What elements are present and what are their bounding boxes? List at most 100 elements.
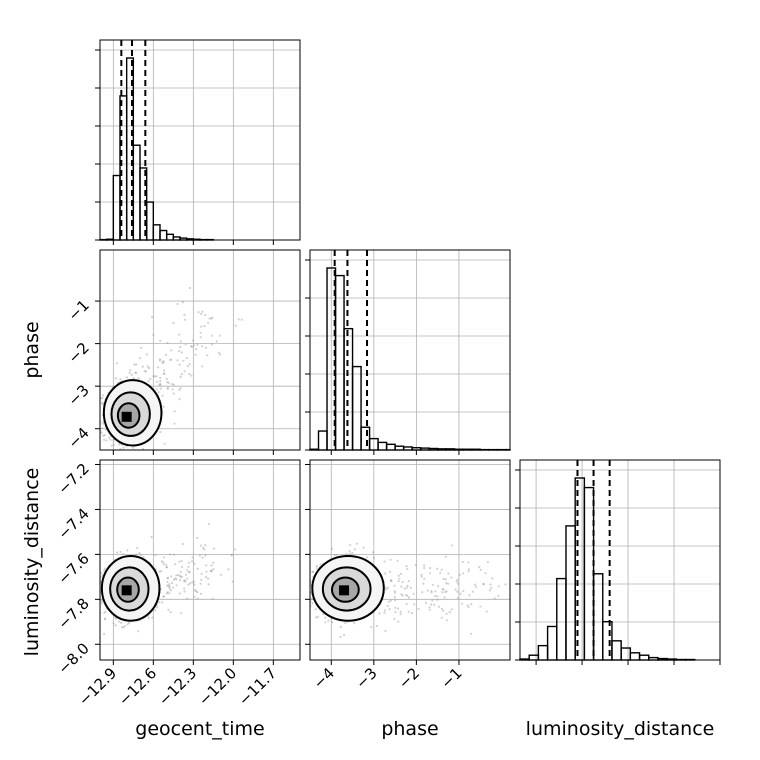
joint-phase-vs-luminosity_distance-point-707 bbox=[396, 607, 400, 610]
joint-phase-vs-luminosity_distance-point-282 bbox=[407, 596, 411, 599]
joint-geocent_time-vs-phase-point-1060 bbox=[152, 375, 155, 378]
joint-geocent_time-vs-luminosity_distance-point-51 bbox=[93, 593, 95, 595]
joint-geocent_time-vs-phase-point-923 bbox=[130, 373, 133, 376]
hist-phase-bar-6 bbox=[360, 426, 371, 451]
joint-geocent_time-vs-luminosity_distance-point-861 bbox=[234, 548, 237, 551]
joint-geocent_time-vs-luminosity_distance-point-632 bbox=[180, 559, 183, 563]
joint-geocent_time-vs-luminosity_distance-point-655 bbox=[123, 625, 126, 628]
joint-phase-vs-luminosity_distance-point-508 bbox=[456, 596, 460, 600]
joint-phase-vs-luminosity_distance-point-1080 bbox=[429, 567, 432, 570]
joint-phase-vs-luminosity_distance-point-409 bbox=[504, 583, 507, 586]
joint-geocent_time-vs-phase-point-818 bbox=[163, 369, 166, 372]
joint-geocent_time-vs-luminosity_distance-point-534 bbox=[121, 553, 125, 556]
joint-phase-vs-luminosity_distance-point-787 bbox=[393, 584, 396, 587]
joint-phase-vs-luminosity_distance-point-857 bbox=[445, 619, 448, 622]
joint-geocent_time-vs-phase-point-60 bbox=[207, 321, 210, 324]
joint-geocent_time-vs-luminosity_distance-point-574 bbox=[97, 573, 99, 575]
joint-phase-vs-luminosity_distance-point-169 bbox=[436, 598, 439, 602]
joint-geocent_time-vs-phase-point-488 bbox=[164, 353, 168, 356]
joint-geocent_time-vs-luminosity_distance-point-881 bbox=[112, 622, 115, 625]
joint-geocent_time-vs-phase-point-944 bbox=[177, 350, 181, 353]
joint-geocent_time-vs-luminosity_distance-scatter bbox=[92, 522, 237, 636]
joint-phase-vs-luminosity_distance-point-589 bbox=[434, 590, 437, 593]
joint-phase-vs-luminosity_distance-point-42 bbox=[405, 593, 408, 597]
joint-geocent_time-vs-phase-point-893 bbox=[178, 333, 181, 336]
joint-phase-vs-luminosity_distance-point-94 bbox=[383, 609, 387, 612]
joint-phase-vs-luminosity_distance-point-438 bbox=[424, 601, 427, 605]
joint-geocent_time-vs-phase-point-919 bbox=[141, 365, 144, 368]
joint-phase-vs-luminosity_distance-point-280 bbox=[460, 602, 464, 605]
joint-phase-vs-luminosity_distance-point-429 bbox=[423, 577, 426, 580]
hist-phase-bar-1 bbox=[317, 430, 328, 451]
joint-phase-vs-luminosity_distance-point-788 bbox=[401, 581, 404, 584]
joint-phase-vs-luminosity_distance-point-855 bbox=[430, 591, 433, 594]
joint-geocent_time-vs-phase-point-1034 bbox=[163, 442, 166, 445]
joint-geocent_time-vs-phase-contour-core bbox=[121, 411, 132, 422]
joint-geocent_time-vs-luminosity_distance-xtick-label-4: −11.7 bbox=[235, 664, 280, 709]
joint-geocent_time-vs-phase-point-381 bbox=[110, 444, 113, 447]
joint-phase-vs-luminosity_distance-point-154 bbox=[394, 606, 397, 609]
joint-geocent_time-vs-luminosity_distance-point-87 bbox=[166, 577, 169, 580]
joint-phase-vs-luminosity_distance-point-648 bbox=[436, 567, 439, 570]
joint-geocent_time-vs-phase-point-108 bbox=[188, 286, 192, 290]
joint-phase-vs-luminosity_distance-point-598 bbox=[393, 595, 396, 599]
joint-phase-vs-luminosity_distance-point-1028 bbox=[355, 542, 359, 545]
joint-geocent_time-vs-luminosity_distance-point-942 bbox=[167, 608, 170, 612]
joint-geocent_time-vs-luminosity_distance-point-88 bbox=[166, 580, 169, 583]
joint-geocent_time-vs-luminosity_distance-point-855 bbox=[92, 582, 94, 584]
joint-geocent_time-vs-luminosity_distance-point-45 bbox=[161, 601, 164, 604]
joint-geocent_time-vs-phase-point-167 bbox=[162, 405, 165, 408]
joint-geocent_time-vs-phase-point-605 bbox=[159, 382, 162, 385]
joint-geocent_time-vs-phase-point-70 bbox=[105, 439, 108, 442]
joint-phase-vs-luminosity_distance-point-626 bbox=[478, 565, 481, 569]
joint-phase-vs-luminosity_distance-point-809 bbox=[484, 572, 487, 575]
joint-geocent_time-vs-phase-point-968 bbox=[100, 431, 103, 434]
joint-geocent_time-vs-phase-point-43 bbox=[182, 359, 185, 362]
joint-phase-vs-luminosity_distance-point-332 bbox=[410, 611, 413, 615]
joint-phase-vs-luminosity_distance-point-23 bbox=[310, 597, 313, 601]
joint-geocent_time-vs-luminosity_distance-point-317 bbox=[122, 626, 125, 629]
joint-geocent_time-vs-phase-point-636 bbox=[165, 377, 168, 381]
joint-geocent_time-vs-phase-point-1098 bbox=[162, 372, 165, 375]
joint-phase-vs-luminosity_distance-point-341 bbox=[349, 552, 352, 555]
joint-phase-vs-luminosity_distance-point-497 bbox=[440, 607, 443, 611]
joint-phase-vs-luminosity_distance-point-644 bbox=[324, 621, 327, 624]
joint-phase-vs-luminosity_distance-point-26 bbox=[311, 570, 314, 574]
joint-geocent_time-vs-luminosity_distance-point-843 bbox=[212, 561, 215, 564]
joint-phase-vs-luminosity_distance-point-585 bbox=[470, 603, 473, 606]
joint-geocent_time-vs-luminosity_distance-point-927 bbox=[168, 583, 171, 586]
joint-phase-vs-luminosity_distance-point-918 bbox=[426, 589, 429, 592]
joint-geocent_time-vs-phase-point-213 bbox=[218, 334, 221, 337]
joint-geocent_time-vs-phase-point-415 bbox=[188, 373, 191, 376]
joint-phase-vs-luminosity_distance-point-556 bbox=[421, 591, 424, 594]
joint-geocent_time-vs-phase-point-359 bbox=[159, 387, 162, 390]
joint-phase-vs-luminosity_distance-point-430 bbox=[420, 575, 423, 578]
joint-geocent_time-vs-luminosity_distance-point-417 bbox=[204, 544, 207, 547]
joint-phase-vs-luminosity_distance-point-215 bbox=[389, 579, 393, 582]
joint-geocent_time-vs-luminosity_distance-point-803 bbox=[193, 562, 196, 565]
joint-geocent_time-vs-luminosity_distance-point-20 bbox=[181, 575, 184, 579]
joint-geocent_time-vs-luminosity_distance-point-829 bbox=[202, 546, 205, 550]
joint-geocent_time-vs-phase-point-768 bbox=[234, 324, 237, 327]
joint-geocent_time-vs-phase-point-861 bbox=[140, 346, 143, 349]
joint-geocent_time-vs-phase-point-943 bbox=[183, 370, 186, 373]
joint-phase-vs-luminosity_distance-point-200 bbox=[353, 548, 356, 551]
joint-geocent_time-vs-luminosity_distance-point-771 bbox=[165, 566, 168, 569]
joint-geocent_time-vs-phase-point-129 bbox=[200, 325, 203, 328]
joint-phase-vs-luminosity_distance-point-785 bbox=[474, 585, 478, 588]
joint-geocent_time-vs-luminosity_distance-point-823 bbox=[231, 580, 234, 583]
joint-phase-vs-luminosity_distance-point-449 bbox=[456, 578, 459, 582]
joint-geocent_time-vs-luminosity_distance-point-184 bbox=[196, 597, 199, 600]
joint-phase-vs-luminosity_distance-point-385 bbox=[384, 629, 387, 633]
joint-geocent_time-vs-luminosity_distance-xtick-label-1: −12.6 bbox=[115, 664, 160, 709]
joint-geocent_time-vs-phase-point-236 bbox=[128, 371, 131, 374]
joint-geocent_time-vs-phase-point-1023 bbox=[157, 366, 160, 369]
joint-geocent_time-vs-phase-point-104 bbox=[218, 353, 222, 356]
joint-phase-vs-luminosity_distance-point-404 bbox=[471, 590, 474, 593]
joint-geocent_time-vs-luminosity_distance-point-209 bbox=[172, 578, 176, 581]
joint-phase-vs-luminosity_distance-xtick-label-2: −2 bbox=[395, 664, 423, 692]
hist-luminosity_distance-bar-7 bbox=[583, 486, 595, 661]
joint-phase-vs-luminosity_distance-point-391 bbox=[304, 587, 306, 589]
joint-geocent_time-vs-luminosity_distance-point-35 bbox=[96, 612, 98, 614]
joint-phase-vs-luminosity_distance-point-608 bbox=[375, 624, 378, 628]
